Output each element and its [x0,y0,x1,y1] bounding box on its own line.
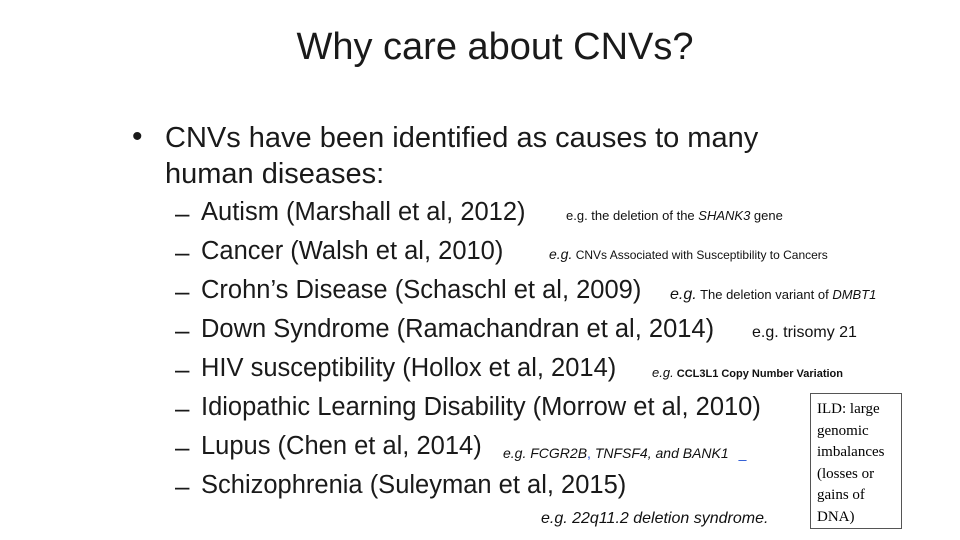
dash-icon: – [175,315,190,345]
disease-row-cancer: – Cancer (Walsh et al, 2010) e.g. CNVs A… [0,237,960,277]
dash-icon: – [175,432,190,462]
gene-name: SHANK3 [698,208,751,223]
example-note: e.g. FCGR2B, TNFSF4, and BANK1 _ [503,445,746,463]
disease-label: Autism (Marshall et al, 2012) [201,198,526,226]
disease-row-schizophrenia: – Schizophrenia (Suleyman et al, 2015) [0,471,960,511]
disease-row-crohns: – Crohn’s Disease (Schaschl et al, 2009)… [0,276,960,316]
eg-label: e.g. [503,445,527,461]
ild-line: imbalances [817,444,885,460]
dash-icon: – [175,198,190,228]
ild-line: genomic [817,422,869,439]
gene-name: DMBT1 [832,287,877,302]
disease-label: Down Syndrome (Ramachandran et al, 2014) [201,315,715,343]
note-text: CNVs Associated with Susceptibility to C… [572,248,828,262]
link-mark: , [587,445,591,461]
dash-icon: – [175,471,190,501]
note-text: e.g. the deletion of the [566,208,699,223]
disease-label: Idiopathic Learning Disability (Morrow e… [201,393,761,421]
example-note: e.g. trisomy 21 [752,324,857,341]
lead-line-1: CNVs have been identified as causes to m… [165,122,759,154]
dash-icon: – [175,276,190,306]
example-note: e.g. the deletion of the SHANK3 gene [566,208,783,223]
example-note: e.g. CCL3L1 Copy Number Variation [652,364,843,382]
lead-line-2: human diseases: [165,158,385,190]
bullet-icon: • [132,120,143,153]
disease-row-ild: – Idiopathic Learning Disability (Morrow… [0,393,960,433]
dash-icon: – [175,237,190,267]
lead-text: CNVs have been identified as causes to m… [165,120,758,192]
slide-title: Why care about CNVs? [296,26,694,68]
example-note: e.g. The deletion variant of DMBT1 [670,286,876,304]
disease-label: HIV susceptibility (Hollox et al, 2014) [201,354,617,382]
note-text: The deletion variant of [696,287,833,302]
note-text: CCL3L1 Copy Number Variation [673,368,843,380]
note-text: gene [750,208,783,223]
example-note: e.g. CNVs Associated with Susceptibility… [549,246,828,264]
eg-label: e.g. [652,365,674,380]
eg-label: e.g. [549,246,573,262]
dash-icon: – [175,354,190,384]
disease-row-down-syndrome: – Down Syndrome (Ramachandran et al, 201… [0,315,960,355]
ild-line: gains of [817,487,865,503]
disease-row-lupus: – Lupus (Chen et al, 2014) e.g. FCGR2B, … [0,432,960,472]
disease-label: Schizophrenia (Suleyman et al, 2015) [201,471,627,499]
disease-label: Crohn’s Disease (Schaschl et al, 2009) [201,276,642,304]
gene-list: FCGR2B [526,445,588,461]
link-mark: _ [738,445,747,461]
ild-line: DNA) [817,508,855,525]
disease-label: Lupus (Chen et al, 2014) [201,432,482,460]
disease-row-hiv: – HIV susceptibility (Hollox et al, 2014… [0,354,960,394]
disease-row-autism: – Autism (Marshall et al, 2012) e.g. the… [0,198,960,238]
schizophrenia-example-note: e.g. 22q11.2 deletion syndrome. [541,510,769,527]
dash-icon: – [175,393,190,423]
eg-label: e.g. [670,286,697,303]
gene-list: TNFSF4, and BANK1 [590,445,729,461]
ild-line: (losses or [817,465,875,482]
ild-line: ILD: large [817,401,880,417]
disease-label: Cancer (Walsh et al, 2010) [201,237,504,265]
ild-note-box: ILD: large genomic imbalances (losses or… [810,393,902,529]
